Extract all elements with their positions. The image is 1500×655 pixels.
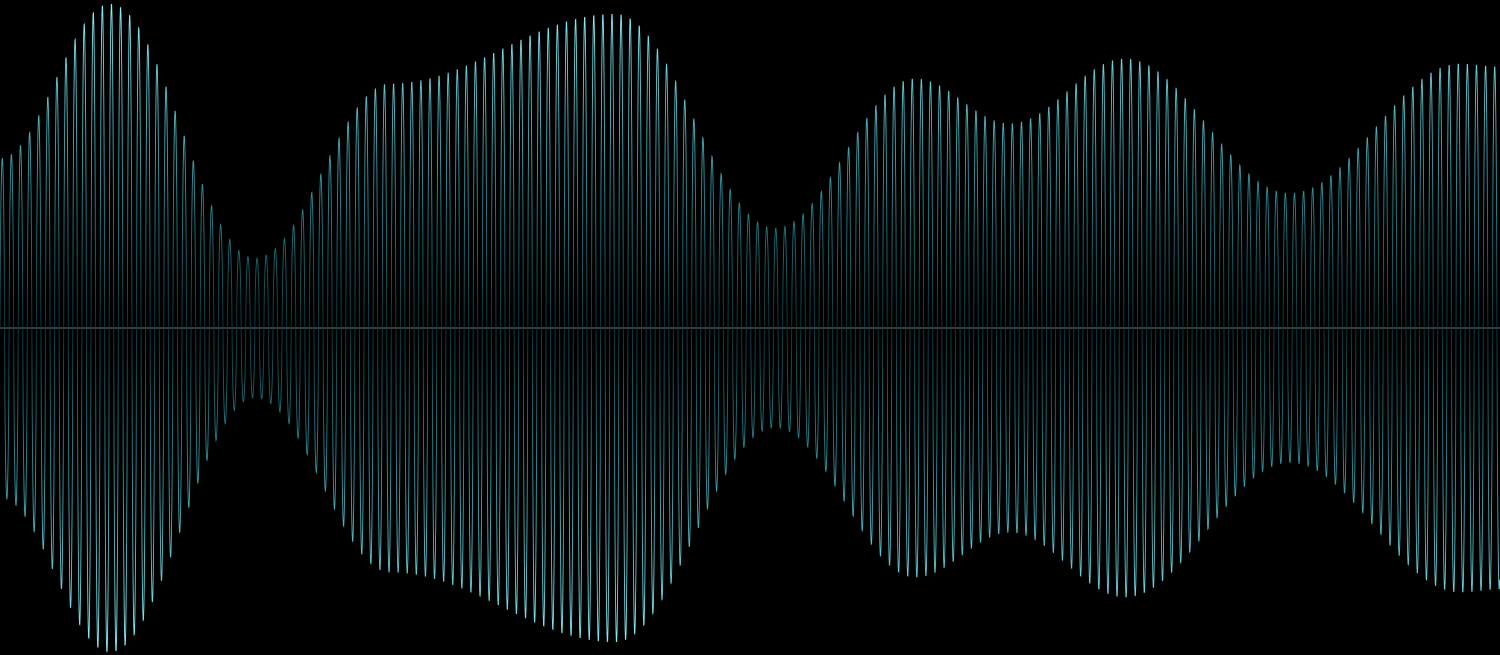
waveform bbox=[0, 3, 1500, 652]
